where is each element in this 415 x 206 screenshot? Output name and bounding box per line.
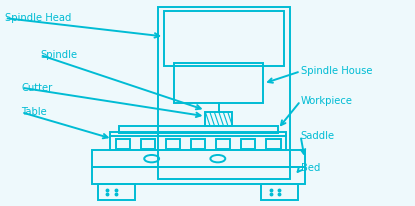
- Bar: [116, 139, 130, 149]
- Bar: [158, 7, 290, 179]
- Bar: [166, 139, 180, 149]
- Text: Table: Table: [22, 107, 47, 117]
- Text: Saddle: Saddle: [300, 131, 334, 141]
- Bar: [92, 150, 305, 167]
- Bar: [92, 167, 305, 184]
- Text: Spindle: Spindle: [40, 50, 77, 60]
- Text: Workpiece: Workpiece: [300, 96, 353, 106]
- Bar: [119, 125, 278, 133]
- Bar: [110, 132, 286, 150]
- Bar: [242, 139, 256, 149]
- Text: Cutter: Cutter: [22, 83, 53, 93]
- Bar: [261, 184, 298, 200]
- Bar: [174, 63, 264, 103]
- Text: Spindle House: Spindle House: [300, 66, 372, 76]
- Text: Bed: Bed: [300, 164, 320, 173]
- Bar: [191, 139, 205, 149]
- Bar: [216, 139, 230, 149]
- Bar: [266, 139, 281, 149]
- Bar: [141, 139, 155, 149]
- Bar: [164, 11, 284, 66]
- Bar: [98, 184, 135, 200]
- Text: Spindle Head: Spindle Head: [5, 13, 71, 23]
- Bar: [205, 112, 232, 125]
